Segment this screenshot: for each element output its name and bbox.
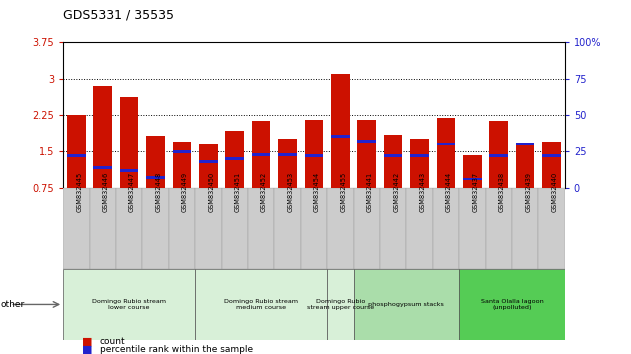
Bar [433,188,459,269]
Bar [221,188,248,269]
Text: GDS5331 / 35535: GDS5331 / 35535 [63,8,174,21]
Text: GSM832451: GSM832451 [235,172,240,212]
Bar [459,188,485,269]
Bar [384,135,403,188]
Text: GSM832445: GSM832445 [76,172,82,212]
Text: GSM832446: GSM832446 [103,172,109,212]
Bar [225,131,244,188]
Text: GSM832439: GSM832439 [525,172,531,212]
Bar [410,154,429,157]
Bar [252,153,270,155]
Bar [301,188,327,269]
Bar [248,188,274,269]
Text: GSM832453: GSM832453 [288,172,293,212]
Bar [168,188,195,269]
Text: GSM832440: GSM832440 [551,172,558,212]
Bar [274,188,301,269]
Bar [173,150,191,153]
Bar [116,188,143,269]
Text: GSM832448: GSM832448 [155,172,162,212]
Bar [516,143,534,145]
Bar [199,144,218,188]
Text: Santa Olalla lagoon
(unpolluted): Santa Olalla lagoon (unpolluted) [481,299,543,310]
Bar [278,153,297,155]
Bar [327,188,353,269]
Bar [93,86,112,188]
Bar [327,269,353,340]
Bar [437,119,455,188]
Bar [146,136,165,188]
Text: GSM832450: GSM832450 [208,172,215,212]
Text: ■: ■ [82,345,93,354]
Text: GSM832444: GSM832444 [446,172,452,212]
Bar [63,188,90,269]
Text: GSM832437: GSM832437 [473,172,478,212]
Text: Domingo Rubio
stream upper course: Domingo Rubio stream upper course [307,299,374,310]
Bar [120,169,138,172]
Text: GSM832447: GSM832447 [129,172,135,212]
Text: phosphogypsum stacks: phosphogypsum stacks [369,302,444,307]
Bar [410,139,429,188]
Bar [67,115,86,188]
Bar [305,154,323,157]
Text: GSM832438: GSM832438 [498,172,505,212]
Bar [252,121,270,188]
Bar [459,269,565,340]
Bar [305,120,323,188]
Bar [173,142,191,188]
Bar [358,140,376,143]
Text: GSM832452: GSM832452 [261,172,267,212]
Text: percentile rank within the sample: percentile rank within the sample [100,345,253,354]
Bar [542,142,561,188]
Bar [512,188,538,269]
Text: ■: ■ [82,337,93,347]
Bar [120,97,138,188]
Bar [380,188,406,269]
Bar [437,143,455,145]
Text: other: other [1,300,25,309]
Bar [195,188,221,269]
Text: GSM832442: GSM832442 [393,172,399,212]
Text: GSM832454: GSM832454 [314,172,320,212]
Bar [63,269,195,340]
Bar [93,166,112,169]
Text: GSM832455: GSM832455 [340,172,346,212]
Bar [463,155,481,188]
Text: GSM832449: GSM832449 [182,172,188,212]
Text: Domingo Rubio stream
medium course: Domingo Rubio stream medium course [224,299,298,310]
Bar [538,188,565,269]
Bar [331,136,350,138]
Bar [90,188,116,269]
Bar [146,176,165,179]
Bar [542,154,561,157]
Text: GSM832441: GSM832441 [367,172,373,212]
Text: count: count [100,337,126,346]
Bar [406,188,433,269]
Bar [463,178,481,180]
Bar [353,188,380,269]
Bar [199,160,218,163]
Bar [331,74,350,188]
Text: GSM832443: GSM832443 [420,172,425,212]
Bar [358,120,376,188]
Bar [143,188,168,269]
Text: Domingo Rubio stream
lower course: Domingo Rubio stream lower course [92,299,166,310]
Bar [67,154,86,157]
Bar [490,154,508,157]
Bar [485,188,512,269]
Bar [516,144,534,188]
Bar [490,121,508,188]
Bar [225,157,244,160]
Bar [278,139,297,188]
Bar [353,269,459,340]
Bar [384,154,403,157]
Bar [195,269,327,340]
